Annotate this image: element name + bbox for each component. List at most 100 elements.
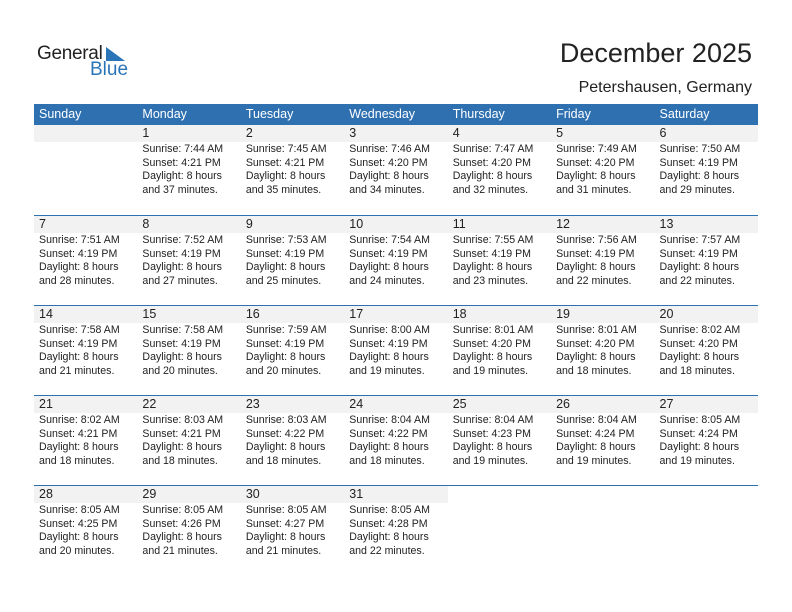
day-info: Sunrise: 7:57 AM Sunset: 4:19 PM Daylight:… xyxy=(655,233,758,288)
day-number: 11 xyxy=(447,216,552,233)
sunset-text: Sunset: 4:23 PM xyxy=(452,427,532,440)
sunset-text: Sunset: 4:19 PM xyxy=(142,247,221,260)
minutes-text: and 22 minutes. xyxy=(349,544,425,557)
daylight-text: Daylight: 8 hours xyxy=(39,261,119,273)
logo: General Blue xyxy=(37,43,137,83)
sunrise-text: Sunrise: 7:47 AM xyxy=(452,143,534,155)
day-number: 6 xyxy=(654,125,758,142)
day-cell: 7 Sunrise: 7:51 AM Sunset: 4:19 PM Daylight… xyxy=(34,216,138,305)
daylight-text: Daylight: 8 hours xyxy=(452,170,533,182)
sunset-text: Sunset: 4:20 PM xyxy=(556,337,635,350)
daylight-text: Daylight: 8 hours xyxy=(39,441,119,453)
sunrise-text: Sunrise: 8:05 AM xyxy=(349,504,430,516)
day-info: Sunrise: 8:04 AM Sunset: 4:23 PM Daylight:… xyxy=(448,413,551,468)
day-info: Sunrise: 7:47 AM Sunset: 4:20 PM Daylight:… xyxy=(448,142,551,197)
sunrise-text: Sunrise: 8:03 AM xyxy=(142,414,224,426)
day-info: Sunrise: 8:05 AM Sunset: 4:25 PM Daylight:… xyxy=(34,503,137,558)
daylight-text: Daylight: 8 hours xyxy=(39,351,119,363)
weekday-wednesday: Wednesday xyxy=(349,107,416,121)
day-cell: 31 Sunrise: 8:05 AM Sunset: 4:28 PM Dayligh… xyxy=(344,486,448,575)
empty-cell xyxy=(448,486,551,575)
sunset-text: Sunset: 4:21 PM xyxy=(245,156,325,169)
minutes-text: and 18 minutes. xyxy=(142,454,218,467)
minutes-text: and 18 minutes. xyxy=(659,364,735,377)
day-info: Sunrise: 7:53 AM Sunset: 4:19 PM Daylight:… xyxy=(241,233,344,288)
day-number: 31 xyxy=(344,486,448,503)
daylight-text: Daylight: 8 hours xyxy=(349,261,429,273)
minutes-text: and 23 minutes. xyxy=(452,274,529,287)
minutes-text: and 19 minutes. xyxy=(556,454,632,467)
day-cell: 22 Sunrise: 8:03 AM Sunset: 4:21 PM Dayligh… xyxy=(137,396,241,485)
day-number xyxy=(551,486,654,503)
daylight-text: Daylight: 8 hours xyxy=(142,441,222,453)
minutes-text: and 31 minutes. xyxy=(556,183,632,196)
daylight-text: Daylight: 8 hours xyxy=(142,261,222,273)
daylight-text: Daylight: 8 hours xyxy=(452,351,533,363)
sunset-text: Sunset: 4:21 PM xyxy=(142,156,221,169)
sunset-text: Sunset: 4:19 PM xyxy=(659,247,738,260)
calendar-body: 1 Sunrise: 7:44 AM Sunset: 4:21 PM Daylight… xyxy=(34,125,758,575)
day-number: 23 xyxy=(240,396,345,413)
minutes-text: and 24 minutes. xyxy=(349,274,425,287)
day-cell: 24 Sunrise: 8:04 AM Sunset: 4:22 PM Dayligh… xyxy=(344,396,448,485)
weekday-friday: Friday xyxy=(556,107,591,121)
day-info: Sunrise: 8:03 AM Sunset: 4:22 PM Daylight:… xyxy=(241,413,344,468)
sunset-text: Sunset: 4:20 PM xyxy=(452,337,532,350)
weekday-sunday: Sunday xyxy=(39,107,82,121)
day-info: Sunrise: 7:54 AM Sunset: 4:19 PM Daylight:… xyxy=(344,233,447,288)
day-number: 30 xyxy=(240,486,345,503)
day-number: 1 xyxy=(137,125,241,142)
minutes-text: and 21 minutes. xyxy=(39,364,115,377)
day-number: 22 xyxy=(137,396,241,413)
day-info: Sunrise: 7:59 AM Sunset: 4:19 PM Daylight:… xyxy=(241,323,344,378)
weekday-tuesday: Tuesday xyxy=(245,107,294,121)
sunrise-text: Sunrise: 8:02 AM xyxy=(659,324,741,336)
day-number: 16 xyxy=(240,306,345,323)
minutes-text: and 19 minutes. xyxy=(452,454,529,467)
day-number: 13 xyxy=(654,216,758,233)
location: Petershausen, Germany xyxy=(578,79,752,96)
daylight-text: Daylight: 8 hours xyxy=(142,170,222,182)
daylight-text: Daylight: 8 hours xyxy=(556,351,636,363)
sunrise-text: Sunrise: 8:00 AM xyxy=(349,324,430,336)
sunset-text: Sunset: 4:19 PM xyxy=(349,247,428,260)
week-row: 1 Sunrise: 7:44 AM Sunset: 4:21 PM Daylight… xyxy=(34,125,758,215)
day-cell: 17 Sunrise: 8:00 AM Sunset: 4:19 PM Dayligh… xyxy=(344,306,448,395)
sunset-text: Sunset: 4:28 PM xyxy=(349,517,428,530)
day-cell: 11 Sunrise: 7:55 AM Sunset: 4:19 PM Dayligh… xyxy=(447,216,552,305)
day-info: Sunrise: 7:56 AM Sunset: 4:19 PM Daylight:… xyxy=(551,233,654,288)
sunrise-text: Sunrise: 7:51 AM xyxy=(39,234,120,246)
minutes-text: and 18 minutes. xyxy=(556,364,632,377)
day-number: 3 xyxy=(344,125,448,142)
sunrise-text: Sunrise: 8:05 AM xyxy=(659,414,741,426)
day-number: 2 xyxy=(240,125,345,142)
day-info: Sunrise: 8:02 AM Sunset: 4:20 PM Daylight:… xyxy=(655,323,758,378)
day-info: Sunrise: 8:05 AM Sunset: 4:26 PM Daylight:… xyxy=(137,503,240,558)
day-cell: 29 Sunrise: 8:05 AM Sunset: 4:26 PM Dayligh… xyxy=(137,486,241,575)
logo-word-general: General xyxy=(37,43,103,64)
daylight-text: Daylight: 8 hours xyxy=(556,170,636,182)
sunrise-text: Sunrise: 8:05 AM xyxy=(39,504,120,516)
daylight-text: Daylight: 8 hours xyxy=(349,170,429,182)
minutes-text: and 20 minutes. xyxy=(39,544,115,557)
sunrise-text: Sunrise: 8:04 AM xyxy=(452,414,534,426)
day-cell: 16 Sunrise: 7:59 AM Sunset: 4:19 PM Dayligh… xyxy=(240,306,345,395)
day-cell: 27 Sunrise: 8:05 AM Sunset: 4:24 PM Dayligh… xyxy=(654,396,758,485)
day-info: Sunrise: 7:55 AM Sunset: 4:19 PM Daylight:… xyxy=(448,233,551,288)
sunset-text: Sunset: 4:19 PM xyxy=(659,156,738,169)
day-cell: 15 Sunrise: 7:58 AM Sunset: 4:19 PM Dayligh… xyxy=(137,306,241,395)
day-number xyxy=(655,486,758,503)
sunrise-text: Sunrise: 7:50 AM xyxy=(659,143,741,155)
logo-triangle-icon xyxy=(106,47,125,61)
daylight-text: Daylight: 8 hours xyxy=(142,351,222,363)
day-number: 15 xyxy=(137,306,241,323)
minutes-text: and 37 minutes. xyxy=(142,183,218,196)
sunset-text: Sunset: 4:24 PM xyxy=(659,427,738,440)
minutes-text: and 34 minutes. xyxy=(349,183,425,196)
day-cell: 6 Sunrise: 7:50 AM Sunset: 4:19 PM Daylight… xyxy=(654,125,758,215)
minutes-text: and 19 minutes. xyxy=(452,364,529,377)
day-cell: 13 Sunrise: 7:57 AM Sunset: 4:19 PM Dayligh… xyxy=(654,216,758,305)
sunset-text: Sunset: 4:19 PM xyxy=(245,337,325,350)
sunrise-text: Sunrise: 7:49 AM xyxy=(556,143,637,155)
weekday-saturday: Saturday xyxy=(659,107,710,121)
